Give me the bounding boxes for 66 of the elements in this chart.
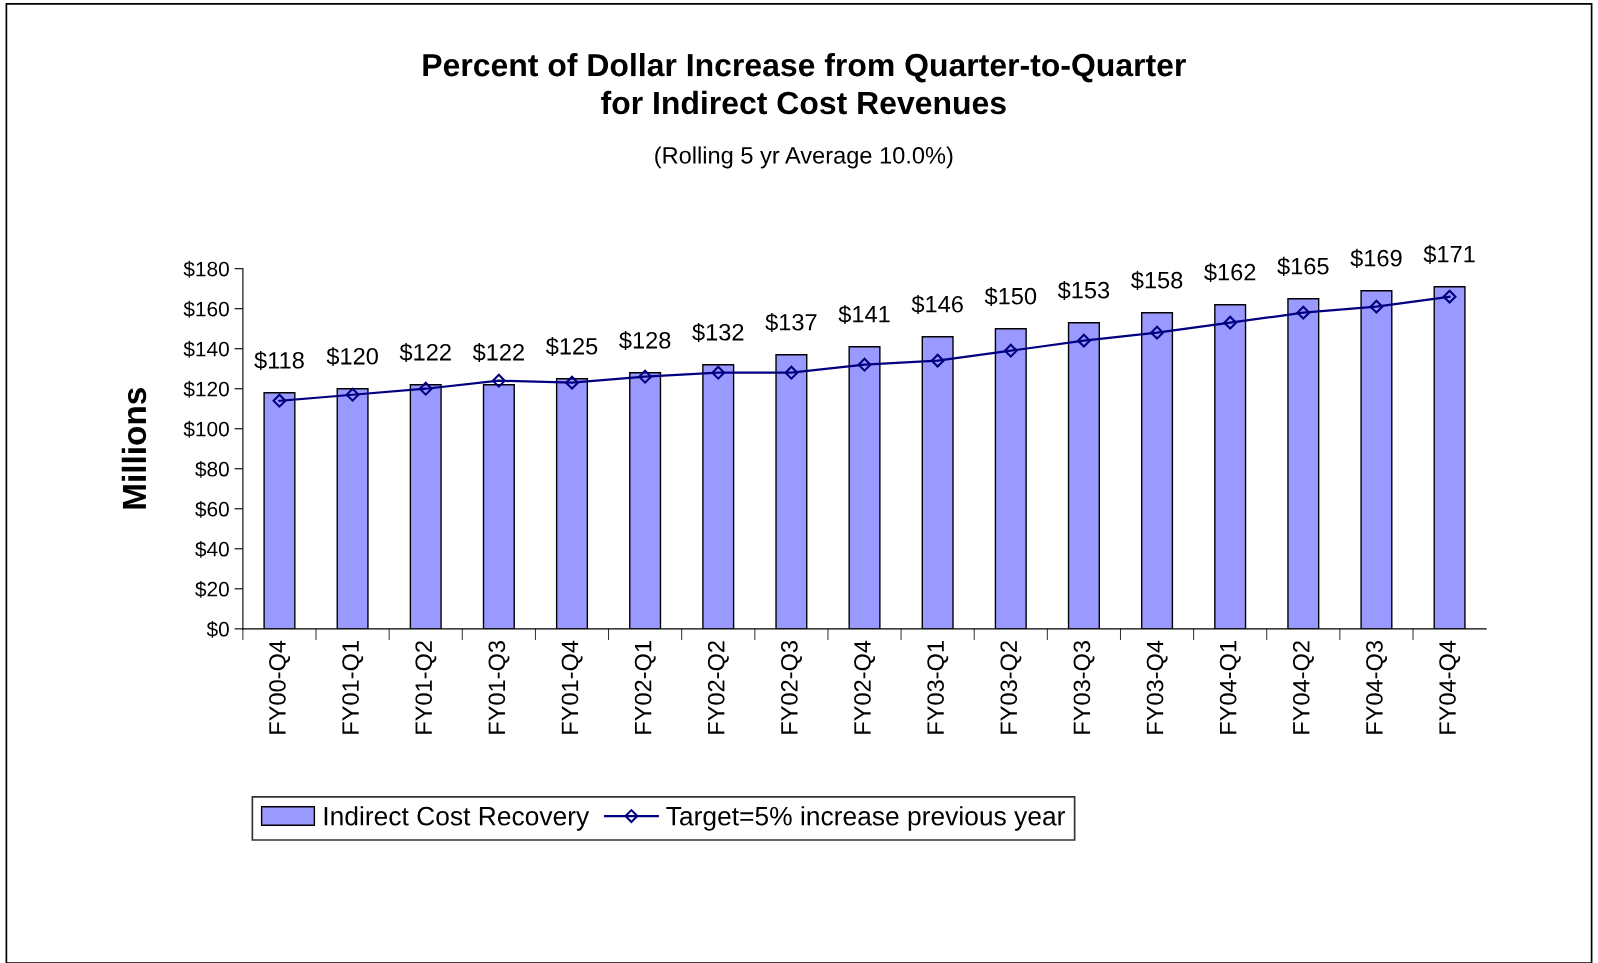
data-label: $120 [326,346,378,367]
y-tick-label: $20 [195,580,229,598]
point [418,381,433,396]
y-axis-title: Millions [121,388,147,509]
x-tick-label: FY04-Q1 [1219,641,1241,734]
x-tick-label: FY03-Q4 [1146,640,1168,734]
data-label: $169 [1350,248,1402,268]
y-tick-label: $120 [183,380,229,398]
data-label: $162 [1204,262,1256,282]
chart-title: Percent of Dollar Increase from Quarter-to-Quarter for Indirect Cost Revenues [423,52,1186,115]
data-label: $122 [472,342,524,363]
data-label: $137 [765,312,817,333]
point [1442,289,1457,304]
data-label: $171 [1423,244,1475,264]
data-label: $125 [545,336,598,357]
x-tick-label: FY03-Q2 [1000,641,1022,734]
data-label: $132 [692,322,744,343]
point [1150,325,1164,340]
data-label: $165 [1277,256,1329,276]
data-label: $128 [619,330,671,351]
data-label: $146 [911,294,963,314]
data-label: $158 [1131,270,1183,290]
chart-subtitle: (Rolling 5 yr Average 10.0%) [655,146,953,169]
data-label: $122 [399,342,451,363]
y-tick-label: $160 [183,300,229,318]
x-tick-label: FY02-Q2 [707,641,729,734]
legend-label: Indirect Cost Recovery [324,806,590,831]
x-tick-label: FY01-Q2 [415,641,437,734]
x-tick-label: FY01-Q3 [488,640,510,734]
x-tick-label: FY04-Q4 [1439,640,1461,734]
y-tick-label: $180 [183,260,229,278]
data-label: $150 [984,286,1037,306]
legend-label: Target=5% increase previous year [666,806,1065,831]
x-tick-label: FY02-Q3 [781,640,802,734]
y-tick-label: $100 [183,420,229,438]
point [1003,343,1018,358]
x-tick-label: FY00-Q4 [269,640,291,734]
y-tick-label: $0 [206,620,229,638]
point [491,373,506,388]
y-tick-label: $60 [195,500,229,518]
point [1296,305,1311,320]
x-tick-label: FY04-Q3 [1366,640,1388,734]
x-tick-label: FY01-Q4 [561,640,583,734]
y-tick-label: $40 [195,540,229,558]
point [272,393,287,408]
point [565,375,579,390]
x-tick-label: FY03-Q3 [1073,640,1095,734]
point [638,369,653,384]
data-label: $141 [838,304,890,325]
point [1223,315,1238,330]
x-tick-label: FY03-Q1 [927,641,949,734]
point [930,353,945,368]
data-label: $118 [254,350,304,371]
y-tick-label: $80 [195,460,229,478]
x-tick-label: FY01-Q1 [342,641,364,734]
point [784,365,799,380]
point [1369,299,1384,314]
point [711,365,726,380]
x-tick-label: FY02-Q1 [634,641,656,734]
x-tick-label: FY04-Q2 [1292,641,1314,734]
y-tick-label: $140 [183,340,229,358]
point [857,357,872,372]
x-tick-label: FY02-Q4 [854,640,876,734]
point [1076,333,1091,348]
point [345,387,360,402]
data-label: $153 [1057,280,1110,300]
